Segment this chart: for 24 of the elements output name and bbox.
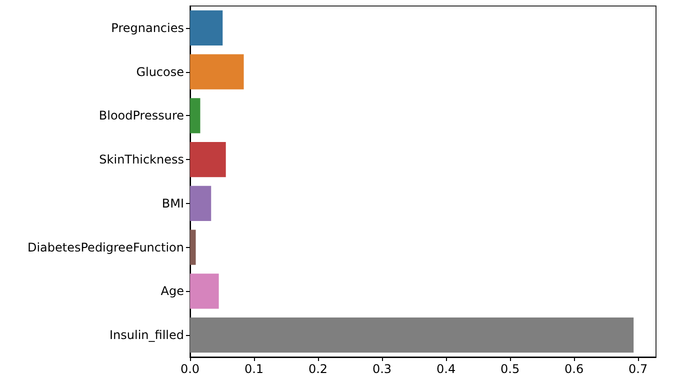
x-tick-label: 0.1: [244, 362, 264, 375]
y-tick-label: Age: [160, 284, 184, 298]
y-tick-label: SkinThickness: [99, 152, 184, 167]
y-tick-label: Pregnancies: [111, 20, 184, 35]
bar: [190, 230, 196, 265]
y-tick-label: DiabetesPedigreeFunction: [27, 240, 184, 254]
x-tick-label: 0.7: [628, 362, 648, 375]
x-tick-label: 0.5: [500, 362, 520, 375]
y-tick-label: BMI: [162, 196, 184, 210]
bar: [190, 10, 223, 46]
bar: [190, 142, 226, 178]
bar: [190, 98, 200, 134]
y-tick-label: Glucose: [136, 64, 184, 79]
y-tick-label: Insulin_filled: [109, 328, 184, 342]
x-tick-label: 0.2: [308, 362, 328, 375]
y-tick-label: BloodPressure: [98, 108, 184, 123]
x-tick-label: 0.4: [436, 362, 456, 375]
bar: [190, 186, 212, 221]
x-tick-label: 0.0: [180, 362, 200, 375]
bar: [190, 54, 244, 90]
x-tick-label: 0.3: [372, 362, 392, 375]
bar: [190, 318, 634, 353]
x-tick-label: 0.6: [564, 362, 584, 375]
bar: [190, 274, 219, 309]
